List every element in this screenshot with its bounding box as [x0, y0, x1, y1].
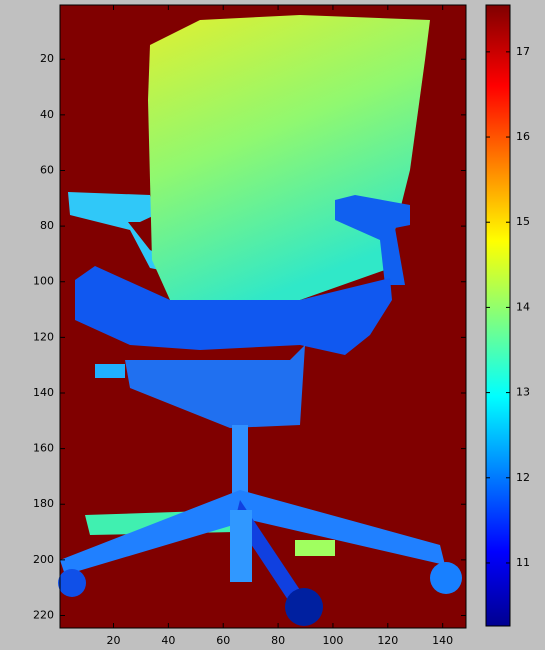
- x-tick-label: 140: [432, 634, 453, 647]
- y-tick-label: 60: [40, 163, 54, 176]
- colorbar-tick-label: 15: [516, 215, 530, 228]
- colorbar-tick-label: 14: [516, 300, 530, 313]
- image: [58, 5, 466, 628]
- y-tick-label: 80: [40, 219, 54, 232]
- y-tick-label: 200: [33, 553, 54, 566]
- y-tick-label: 160: [33, 442, 54, 455]
- y-tick-label: 120: [33, 330, 54, 343]
- x-tick-label: 40: [161, 634, 175, 647]
- y-tick-label: 100: [33, 275, 54, 288]
- y-tick-label: 40: [40, 108, 54, 121]
- x-tick-label: 120: [377, 634, 398, 647]
- colorbar: [485, 4, 511, 627]
- colorbar-tick-label: 12: [516, 471, 530, 484]
- colorbar-tick-label: 16: [516, 130, 530, 143]
- y-tick-label: 140: [33, 386, 54, 399]
- x-tick-label: 20: [106, 634, 120, 647]
- colorbar-tick-label: 11: [516, 556, 530, 569]
- x-tick-label: 100: [322, 634, 343, 647]
- colorbar-tick-label: 13: [516, 386, 530, 399]
- axes-frame: [59, 4, 467, 629]
- colorbar-tick-label: 17: [516, 45, 530, 58]
- x-tick-label: 80: [271, 634, 285, 647]
- y-tick-label: 180: [33, 497, 54, 510]
- y-tick-label: 20: [40, 52, 54, 65]
- y-tick-label: 220: [33, 608, 54, 621]
- x-tick-label: 60: [216, 634, 230, 647]
